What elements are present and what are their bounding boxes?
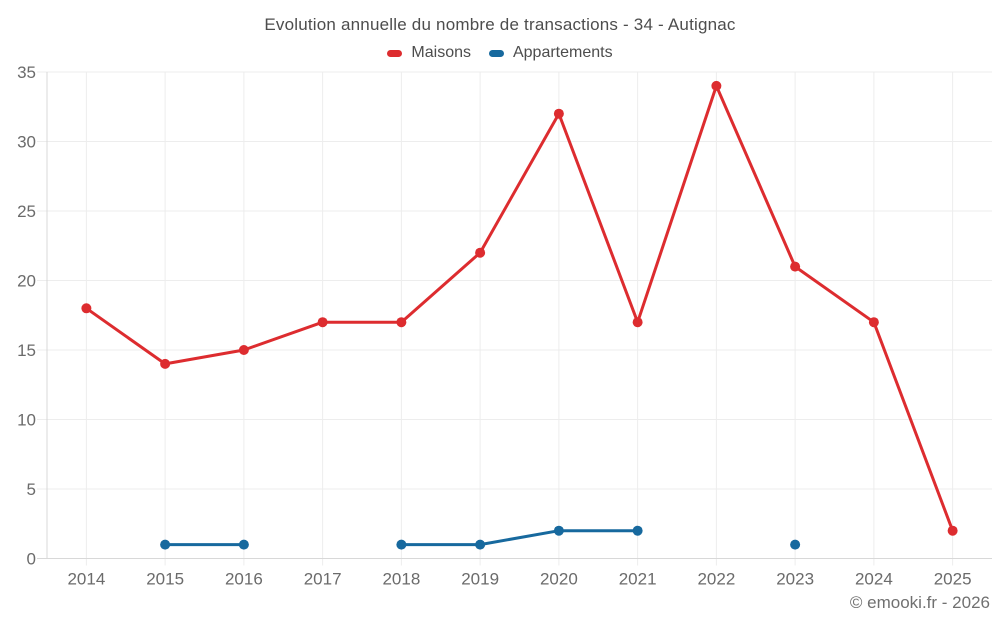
data-point-maisons-2020[interactable] bbox=[553, 108, 564, 119]
svg-text:2020: 2020 bbox=[540, 570, 578, 589]
series-appartements bbox=[160, 525, 801, 550]
appartements-swatch-icon bbox=[488, 49, 504, 57]
data-point-appartements-2019[interactable] bbox=[475, 539, 486, 550]
legend-label-maisons: Maisons bbox=[411, 44, 471, 61]
svg-text:20: 20 bbox=[17, 272, 36, 291]
svg-text:2019: 2019 bbox=[461, 570, 499, 589]
legend-label-appartements: Appartements bbox=[512, 44, 613, 61]
data-point-maisons-2021[interactable] bbox=[632, 317, 643, 328]
axis-lines bbox=[37, 72, 992, 559]
data-point-maisons-2025[interactable] bbox=[947, 525, 958, 536]
data-point-maisons-2017[interactable] bbox=[317, 317, 328, 328]
y-axis-labels: 0 5 10 15 20 25 30 35 bbox=[17, 63, 36, 569]
svg-text:30: 30 bbox=[17, 133, 36, 152]
data-point-appartements-2023[interactable] bbox=[790, 539, 801, 550]
data-point-appartements-2020[interactable] bbox=[553, 525, 564, 536]
footer-credit: © emooki.fr - 2026 bbox=[849, 593, 990, 612]
data-point-maisons-2014[interactable] bbox=[81, 303, 92, 314]
data-point-maisons-2024[interactable] bbox=[868, 317, 879, 328]
svg-text:2023: 2023 bbox=[776, 570, 814, 589]
svg-text:15: 15 bbox=[17, 341, 36, 360]
svg-text:2022: 2022 bbox=[697, 570, 735, 589]
svg-text:5: 5 bbox=[27, 480, 36, 499]
svg-text:2017: 2017 bbox=[304, 570, 342, 589]
svg-text:2025: 2025 bbox=[934, 570, 972, 589]
svg-text:2018: 2018 bbox=[382, 570, 420, 589]
x-axis-labels: 2014 2015 2016 2017 2018 2019 2020 2021 2022 2023… bbox=[67, 570, 971, 589]
data-point-appartements-2016[interactable] bbox=[238, 539, 249, 550]
data-point-appartements-2021[interactable] bbox=[632, 525, 643, 536]
data-point-appartements-2018[interactable] bbox=[396, 539, 407, 550]
svg-text:25: 25 bbox=[17, 202, 36, 221]
data-point-maisons-2023[interactable] bbox=[790, 261, 801, 272]
legend-item-maisons[interactable]: Maisons bbox=[387, 44, 471, 62]
svg-text:2021: 2021 bbox=[619, 570, 657, 589]
data-point-maisons-2016[interactable] bbox=[238, 345, 249, 355]
series-line-maisons bbox=[84, 84, 955, 533]
data-point-maisons-2019[interactable] bbox=[475, 247, 486, 258]
svg-text:2014: 2014 bbox=[67, 570, 105, 589]
data-point-appartements-2015[interactable] bbox=[160, 539, 171, 550]
legend-item-appartements[interactable]: Appartements bbox=[488, 44, 613, 62]
series-maisons bbox=[81, 80, 958, 536]
data-point-maisons-2018[interactable] bbox=[396, 317, 407, 328]
svg-text:0: 0 bbox=[27, 550, 36, 569]
data-point-maisons-2015[interactable] bbox=[160, 358, 171, 369]
gridlines bbox=[37, 71, 992, 566]
svg-text:2024: 2024 bbox=[855, 570, 893, 589]
series-line-appartements bbox=[399, 529, 640, 547]
chart-legend: Maisons Appartements bbox=[0, 44, 1000, 62]
maisons-swatch-icon bbox=[387, 49, 403, 57]
svg-text:35: 35 bbox=[17, 63, 36, 82]
data-point-maisons-2022[interactable] bbox=[711, 80, 722, 91]
svg-text:10: 10 bbox=[17, 411, 36, 430]
svg-text:2015: 2015 bbox=[146, 570, 184, 589]
svg-text:2016: 2016 bbox=[225, 570, 263, 589]
chart-title: Evolution annuelle du nombre de transact… bbox=[264, 15, 736, 34]
